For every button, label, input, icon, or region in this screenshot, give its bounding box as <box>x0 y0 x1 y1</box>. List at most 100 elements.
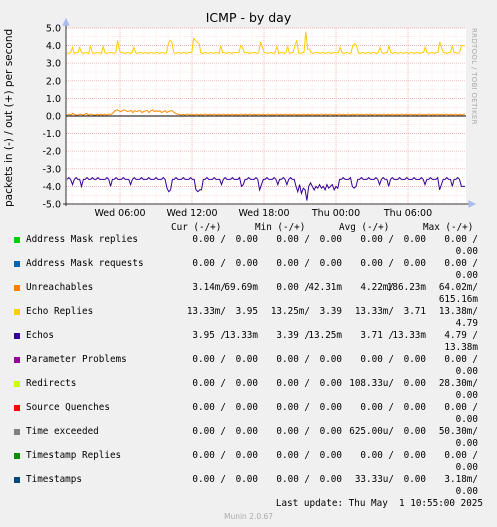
y-tick-label: -5.0 <box>42 200 61 211</box>
legend-value-min2: 0.00 <box>319 378 342 389</box>
legend-value-min2: 0.00 <box>319 354 342 365</box>
legend-value-min: 0.00 / <box>276 378 310 389</box>
legend-row: Address Mask requests 0.00 /0.00 0.00 /0.0… <box>0 258 497 282</box>
legend-value-max2: 0.00 <box>455 438 478 449</box>
legend-value-cur: 0.00 / <box>192 474 226 485</box>
x-tick-label: Wed 18:00 <box>238 208 289 219</box>
legend-value-avg2: 0.00 <box>403 354 426 365</box>
legend-value-cur: 0.00 / <box>192 354 226 365</box>
legend-name: Time exceeded <box>26 426 99 437</box>
legend-value-cur: 0.00 / <box>192 378 226 389</box>
x-tick-label: Thu 00:00 <box>311 208 360 219</box>
legend-name: Address Mask requests <box>26 258 144 269</box>
legend-value-min: 0.00 / <box>276 258 310 269</box>
legend-value-cur: 0.00 / <box>192 402 226 413</box>
header-max: Max (-/+) <box>423 222 474 233</box>
series-echo-replies <box>66 31 465 55</box>
legend-value-min: 3.39 / <box>276 330 310 341</box>
legend-value-cur: 0.00 / <box>192 258 226 269</box>
legend-row: Address Mask replies 0.00 /0.00 0.00 /0.00… <box>0 234 497 258</box>
legend-value-cur2: 0.00 <box>235 354 258 365</box>
legend-value-max2: 0.00 <box>455 486 478 497</box>
legend-value-avg: 0.00 / <box>360 258 394 269</box>
y-tick-label: 5.0 <box>46 24 61 35</box>
legend-value-min: 0.00 / <box>276 450 310 461</box>
legend-value-avg2: 0.00 <box>403 450 426 461</box>
legend-name: Echos <box>26 330 54 341</box>
x-tick-label: Wed 06:00 <box>94 208 145 219</box>
legend-value-max2: 0.00 <box>455 246 478 257</box>
legend-name: Timestamp Replies <box>26 450 122 461</box>
legend-swatch <box>14 285 20 291</box>
y-tick-label: 1.0 <box>46 94 61 105</box>
legend-value-cur: 3.95 / <box>192 330 226 341</box>
legend-value-min: 0.00 / <box>276 354 310 365</box>
legend-value-cur2: 0.00 <box>235 258 258 269</box>
legend-value-min: 0.00 / <box>276 426 310 437</box>
legend-value-max: 13.38m/ <box>438 306 478 317</box>
legend-row: Timestamps 0.00 / 0.00 0.00 / 0.00 33.33u/0.0… <box>0 474 497 498</box>
legend-value-cur2: 0.00 <box>235 450 258 461</box>
y-tick-label: 3.0 <box>46 59 61 70</box>
axes <box>62 17 477 208</box>
y-tick-label: 2.0 <box>46 76 61 87</box>
legend-value-avg2: 0.00 <box>403 474 426 485</box>
legend-value-max: 0.00 / <box>444 354 478 365</box>
legend-value-cur2: 0.00 <box>235 378 258 389</box>
legend-value-avg2: 186.23m <box>386 282 426 293</box>
legend-value-min: 0.00 / <box>276 474 310 485</box>
y-tick-label: -3.0 <box>42 164 61 175</box>
legend-value-avg: 3.71 / <box>360 330 394 341</box>
legend-value-min2: 0.00 <box>319 402 342 413</box>
header-avg: Avg (-/+) <box>339 222 390 233</box>
legend-value-max: 28.30m/ <box>438 378 478 389</box>
legend-swatch <box>14 261 20 267</box>
legend-row: Unreachables 3.14m/69.69m 0.00 /42.31m 4.22… <box>0 282 497 306</box>
legend-row: Time exceeded 0.00 / 0.00 0.00 / 0.00 625.00u… <box>0 426 497 450</box>
y-tick-label: 4.0 <box>46 41 61 52</box>
legend-value-min2: 0.00 <box>319 426 342 437</box>
x-tick-labels: Wed 06:00 Wed 12:00 Wed 18:00 Thu 00:00 Thu … <box>94 208 432 219</box>
legend-value-avg2: 0.00 <box>403 426 426 437</box>
legend-value-avg: 4.22m/ <box>360 282 394 293</box>
legend-value-max2: 0.00 <box>455 414 478 425</box>
legend-value-max2: 0.00 <box>455 366 478 377</box>
legend-value-max: 3.18m/ <box>444 474 478 485</box>
legend-row: Echos 3.95 /13.33m 3.39 /13.25m 3.71 /13.33… <box>0 330 497 354</box>
legend-value-max2: 615.16m <box>438 294 478 305</box>
y-tick-labels: 5.0 4.0 3.0 2.0 1.0 0.0 -1.0 -2.0 -3.0 -4.0 -5.0 <box>42 24 61 211</box>
legend-row: Source Quenches 0.00 /0.00 0.00 /0.00 0.00 … <box>0 402 497 426</box>
legend-swatch <box>14 381 20 387</box>
chart-title: ICMP - by day <box>205 10 292 25</box>
legend-name: Parameter Problems <box>26 354 127 365</box>
legend-value-min2: 0.00 <box>319 258 342 269</box>
munin-footer: Munin 2.0.67 <box>223 512 274 521</box>
legend-value-cur2: 69.69m <box>224 282 258 293</box>
x-tick-label: Wed 12:00 <box>166 208 217 219</box>
last-update: Last update: Thu May 1 10:55:00 2025 <box>275 498 483 509</box>
legend-value-max2: 0.00 <box>455 390 478 401</box>
legend-value-max2: 0.00 <box>455 270 478 281</box>
legend-value-max: 4.79 / <box>444 330 478 341</box>
series-unreachables <box>66 109 465 116</box>
legend-value-cur: 0.00 / <box>192 234 226 245</box>
y-tick-label: -1.0 <box>42 129 61 140</box>
legend-value-avg: 108.33u/ <box>349 378 394 389</box>
legend-swatch <box>14 357 20 363</box>
legend-swatch <box>14 405 20 411</box>
legend-row: Parameter Problems 0.00 /0.00 0.00 /0.00 0.… <box>0 354 497 378</box>
legend-value-max: 0.00 / <box>444 258 478 269</box>
legend-value-cur2: 0.00 <box>235 474 258 485</box>
legend-value-max: 64.02m/ <box>438 282 478 293</box>
legend-value-avg: 625.00u/ <box>349 426 394 437</box>
legend-value-cur2: 0.00 <box>235 426 258 437</box>
legend-value-avg2: 0.00 <box>403 378 426 389</box>
legend-value-min2: 42.31m <box>308 282 342 293</box>
legend-value-cur2: 3.95 <box>235 306 258 317</box>
header-cur: Cur (-/+) <box>171 222 222 233</box>
x-axis-arrow <box>468 200 477 208</box>
legend-row: Timestamp Replies 0.00 /0.00 0.00 /0.00 0.0… <box>0 450 497 474</box>
legend-value-max2: 13.38m <box>444 342 478 353</box>
legend-value-cur: 3.14m/ <box>192 282 226 293</box>
legend-value-avg2: 0.00 <box>403 234 426 245</box>
